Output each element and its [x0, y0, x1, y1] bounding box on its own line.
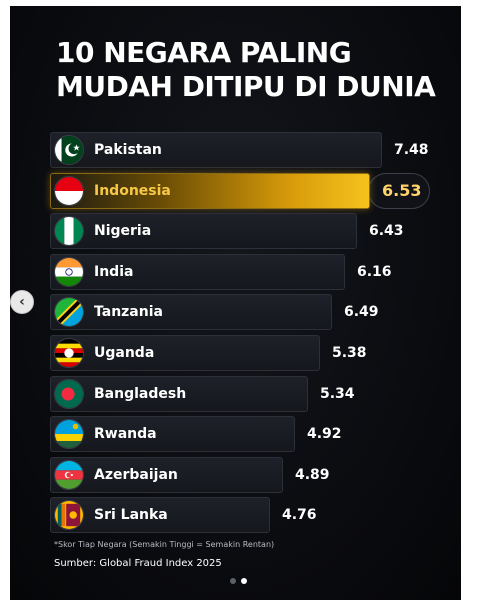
category-label: Tanzania [94, 304, 163, 321]
category-label: Azerbaijan [94, 466, 178, 483]
data-label: 7.48 [394, 142, 429, 158]
bar [50, 375, 308, 412]
rwanda-flag-icon [54, 419, 84, 450]
infographic-card: 10 NEGARA PALING MUDAH DITIPU DI DUNIA P… [10, 6, 461, 600]
data-label: 5.38 [332, 345, 367, 361]
carousel-dot[interactable] [230, 578, 236, 584]
data-label: 5.34 [320, 385, 355, 402]
pakistan-flag-icon [54, 135, 84, 165]
tanzania-flag-icon [54, 297, 84, 328]
ranking-chart: Pakistan 7.48 Indonesia 6.53 Nigeria 6.43 Indi… [10, 6, 461, 600]
source-note: Sumber: Global Fraud Index 2025 [54, 558, 222, 569]
data-label: 6.49 [344, 304, 379, 321]
bar [50, 172, 370, 209]
bar [50, 294, 332, 331]
indonesia-flag-icon [54, 175, 84, 206]
sri-lanka-flag-icon [54, 500, 84, 531]
bar [50, 335, 320, 371]
footnote: *Skor Tiap Negara (Semakin Tinggi = Sema… [54, 540, 275, 549]
bar [50, 416, 295, 453]
data-label: 6.16 [357, 263, 392, 280]
bar [50, 213, 357, 250]
category-label: Rwanda [94, 426, 157, 443]
category-label: Nigeria [94, 223, 152, 240]
category-label: Pakistan [94, 142, 162, 158]
data-label: 4.76 [282, 507, 317, 524]
category-label: Uganda [94, 345, 155, 361]
bar [50, 456, 283, 493]
uganda-flag-icon [54, 338, 84, 368]
category-label: India [94, 263, 134, 280]
nigeria-flag-icon [54, 216, 84, 247]
chevron-left-icon: ‹ [19, 294, 25, 310]
bangladesh-flag-icon [54, 378, 84, 409]
highlight-value-box [368, 172, 430, 209]
bar [50, 132, 382, 168]
data-label: 4.92 [307, 426, 342, 443]
data-label: 6.43 [369, 223, 404, 240]
data-label: 4.89 [295, 466, 330, 483]
bar [50, 253, 345, 290]
data-label: 6.53 [382, 180, 422, 200]
bar [50, 497, 270, 534]
category-label: Bangladesh [94, 385, 187, 402]
page-title: 10 NEGARA PALING MUDAH DITIPU DI DUNIA [56, 36, 436, 103]
carousel-dot[interactable] [241, 578, 247, 584]
azerbaijan-flag-icon [54, 459, 84, 490]
india-flag-icon [54, 256, 84, 287]
category-label: Indonesia [94, 182, 171, 199]
prev-slide-button[interactable]: ‹ [10, 290, 34, 314]
category-label: Sri Lanka [94, 507, 168, 524]
